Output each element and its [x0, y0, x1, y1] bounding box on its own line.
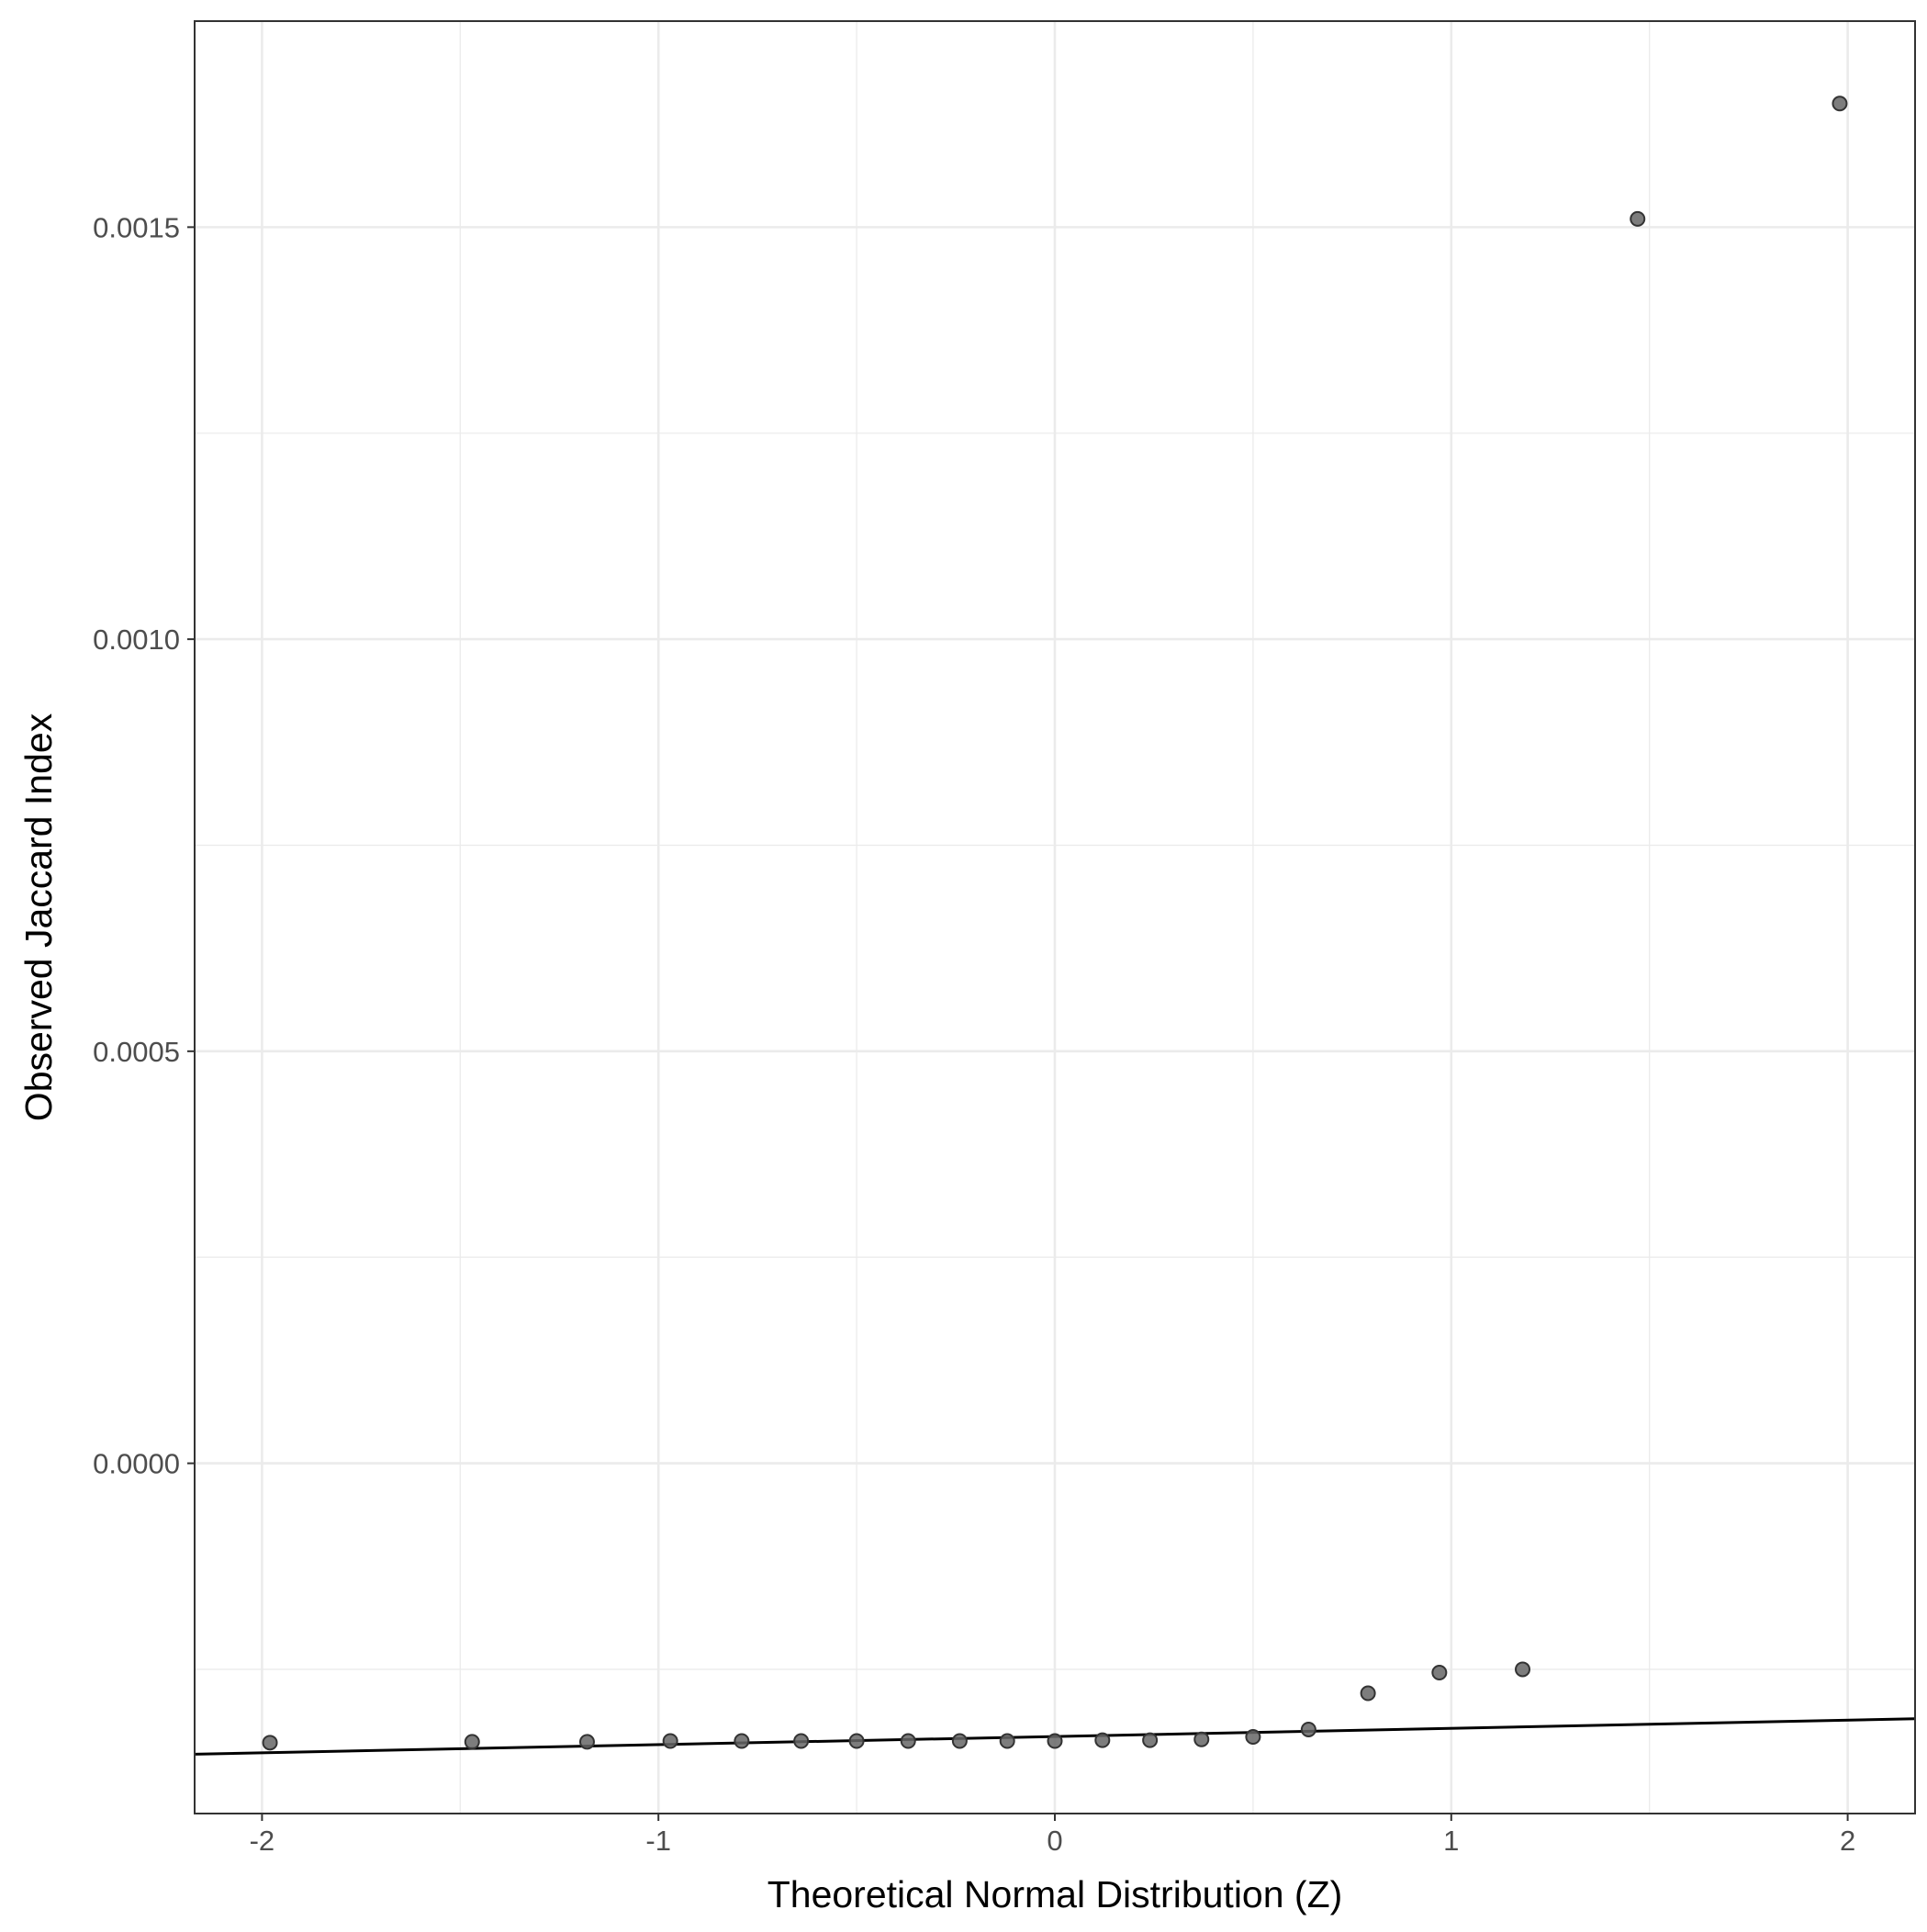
y-tick-label: 0.0000: [93, 1448, 180, 1480]
data-point: [262, 1735, 278, 1751]
x-axis-title: Theoretical Normal Distribution (Z): [767, 1873, 1343, 1915]
data-point: [1360, 1685, 1376, 1702]
axes: -2 -1 0 1 2 0.0000 0.0005 0.0010 0.0015: [93, 211, 1855, 1857]
y-tick-label: 0.0005: [93, 1036, 180, 1068]
data-point: [1193, 1731, 1210, 1747]
data-point: [464, 1734, 480, 1750]
x-tick-label: 2: [1840, 1825, 1855, 1857]
data-point: [900, 1733, 916, 1749]
data-point: [999, 1733, 1015, 1749]
data-point: [793, 1733, 810, 1749]
data-point: [1047, 1733, 1063, 1749]
y-tick-label: 0.0010: [93, 623, 180, 656]
grid-lines: [195, 20, 1915, 1814]
data-point: [1832, 95, 1848, 112]
data-point: [951, 1733, 968, 1749]
x-tick-label: -2: [250, 1825, 275, 1857]
data-point: [662, 1733, 678, 1749]
data-point: [1515, 1661, 1531, 1678]
x-tick-label: 1: [1443, 1825, 1459, 1857]
data-point: [848, 1733, 865, 1749]
data-points: [262, 95, 1848, 1751]
y-axis-title: Observed Jaccard Index: [17, 713, 60, 1121]
data-point: [1300, 1721, 1316, 1737]
data-point: [734, 1733, 750, 1749]
data-point: [1630, 210, 1646, 227]
y-tick-label: 0.0015: [93, 211, 180, 243]
x-tick-label: 0: [1047, 1825, 1062, 1857]
data-point: [1245, 1729, 1261, 1746]
data-point: [1094, 1732, 1111, 1748]
data-point: [1142, 1732, 1159, 1748]
x-tick-label: -1: [645, 1825, 671, 1857]
data-point: [578, 1734, 595, 1750]
data-point: [1431, 1665, 1448, 1681]
